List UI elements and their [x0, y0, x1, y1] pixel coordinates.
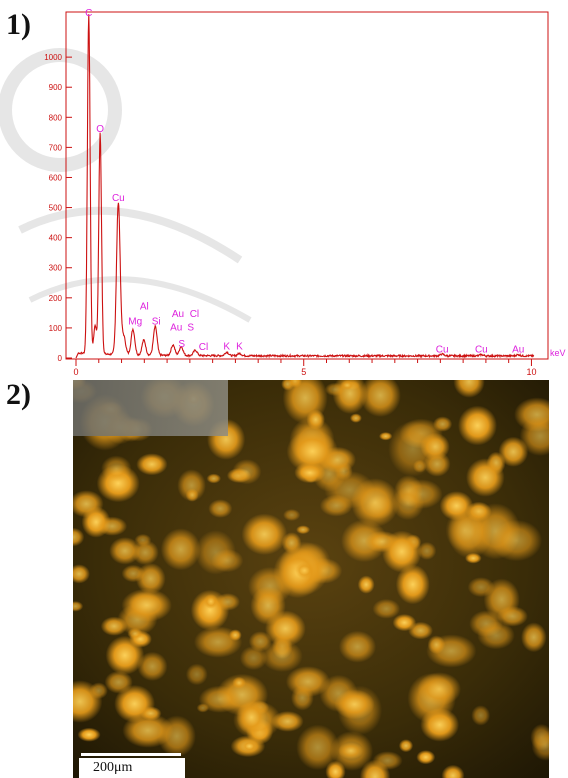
- element-label: S: [178, 339, 185, 350]
- element-label: Mg: [128, 316, 142, 327]
- x-tick-label: 0: [73, 367, 78, 377]
- element-label: K: [223, 341, 230, 352]
- element-label: O: [96, 124, 104, 135]
- spectrum-line: [75, 14, 535, 359]
- element-label: Cu: [112, 193, 125, 204]
- element-label: S: [187, 322, 194, 333]
- panel-label-1: 1): [6, 8, 31, 41]
- x-axis-unit: keV: [550, 348, 566, 358]
- element-label: C: [85, 8, 92, 19]
- plot-frame: [65, 11, 549, 360]
- y-tick-label: 800: [49, 113, 63, 122]
- panel-label-2: 2): [6, 378, 31, 411]
- y-tick-label: 0: [58, 354, 63, 363]
- y-tick-label: 600: [49, 173, 63, 182]
- y-tick-label: 500: [49, 204, 63, 213]
- element-label: Al: [140, 301, 149, 312]
- micrograph-image: [73, 380, 549, 778]
- scale-bar: [81, 753, 181, 756]
- x-tick-label: 10: [526, 367, 536, 377]
- y-tick-label: 100: [49, 324, 63, 333]
- y-tick-label: 1000: [44, 53, 62, 62]
- element-label: Au: [172, 309, 184, 320]
- y-tick-label: 200: [49, 294, 63, 303]
- optical-micrograph: 200μm: [73, 380, 549, 778]
- y-tick-label: 400: [49, 234, 63, 243]
- element-label: K: [236, 341, 243, 352]
- eds-spectrum-chart: 0 100 200 300 400 500 600 700 800 900 1000 0 5 10 C O…: [0, 8, 566, 377]
- element-label: Cl: [190, 309, 199, 320]
- element-label: Cu: [436, 344, 449, 355]
- scale-label: 200μm: [93, 760, 133, 775]
- element-label: Au: [512, 344, 524, 355]
- element-label: Au: [170, 322, 182, 333]
- y-tick-label: 900: [49, 83, 63, 92]
- y-tick-label: 700: [49, 143, 63, 152]
- x-tick-label: 5: [301, 367, 306, 377]
- element-label: Cl: [199, 342, 208, 353]
- image-inset: [73, 380, 228, 436]
- y-tick-label: 300: [49, 264, 63, 273]
- watermark-logo: [0, 48, 252, 323]
- scale-label-box: [79, 758, 185, 778]
- element-label: Si: [152, 316, 161, 327]
- x-axis: 0 5 10: [73, 359, 536, 377]
- element-label: Cu: [475, 344, 488, 355]
- y-axis: 0 100 200 300 400 500 600 700 800 900 1000: [44, 53, 72, 363]
